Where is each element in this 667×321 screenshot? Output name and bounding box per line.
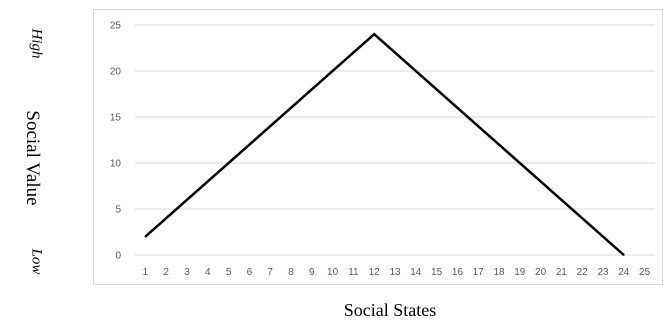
y-tick-label: 20 — [110, 67, 122, 78]
x-tick-label: 5 — [226, 267, 232, 278]
x-tick-label: 24 — [618, 267, 630, 278]
x-tick-label: 16 — [452, 267, 464, 278]
x-tick-label: 2 — [163, 267, 169, 278]
x-tick-label: 8 — [288, 267, 294, 278]
y-tick-label: 5 — [115, 205, 121, 216]
x-tick-label: 13 — [389, 267, 401, 278]
x-tick-label: 9 — [309, 267, 315, 278]
series-point — [623, 254, 625, 256]
x-tick-label: 15 — [431, 267, 443, 278]
y-axis-low-label: Low — [28, 248, 45, 275]
x-tick-label: 23 — [597, 267, 609, 278]
x-tick-label: 21 — [556, 267, 568, 278]
x-tick-label: 11 — [348, 267, 359, 278]
x-tick-label: 25 — [639, 267, 651, 278]
x-tick-label: 18 — [493, 267, 505, 278]
x-tick-label: 10 — [327, 267, 339, 278]
series-point — [144, 235, 147, 238]
x-tick-label: 6 — [247, 267, 253, 278]
y-tick-label: 25 — [110, 21, 122, 32]
x-tick-label: 7 — [267, 267, 273, 278]
x-tick-label: 14 — [410, 267, 422, 278]
series-line-0 — [144, 32, 625, 256]
x-tick-label: 17 — [473, 267, 485, 278]
y-tick-label: 10 — [110, 159, 122, 170]
y-tick-label: 15 — [110, 113, 122, 124]
y-axis-high-label: High — [28, 28, 45, 59]
y-axis-label: Social Value — [22, 110, 43, 206]
plot-area — [93, 9, 663, 285]
x-tick-label: 12 — [369, 267, 381, 278]
series-point — [373, 33, 376, 35]
x-tick-label: 20 — [535, 267, 547, 278]
x-axis-label: Social States — [343, 300, 437, 320]
x-tick-label: 4 — [205, 267, 211, 278]
y-tick-label: 0 — [115, 251, 121, 262]
x-tick-label: 3 — [184, 267, 190, 278]
x-tick-label: 19 — [514, 267, 526, 278]
x-tick-label: 1 — [143, 267, 149, 278]
x-tick-label: 22 — [577, 267, 589, 278]
